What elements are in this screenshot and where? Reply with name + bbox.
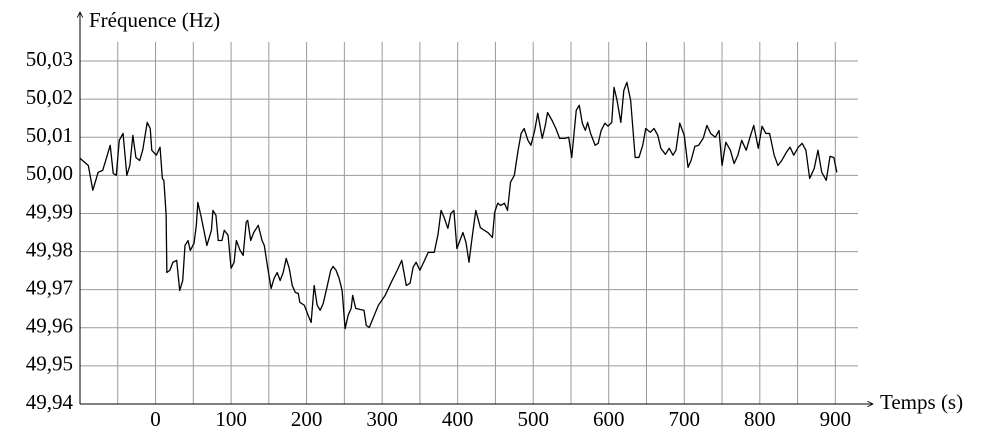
y-tick-label: 50,01 — [26, 123, 73, 147]
y-axis-label: Fréquence (Hz) — [89, 8, 220, 32]
x-tick-label: 100 — [215, 407, 247, 431]
x-tick-label: 400 — [442, 407, 474, 431]
x-tick-label: 300 — [366, 407, 398, 431]
data-line — [79, 81, 838, 330]
x-tick-label: 700 — [669, 407, 701, 431]
y-tick-label: 49,99 — [26, 199, 73, 223]
y-tick-label: 49,95 — [26, 352, 73, 376]
x-axis-label: Temps (s) — [880, 390, 963, 414]
x-tick-label: 500 — [517, 407, 549, 431]
x-tick-label: 200 — [291, 407, 323, 431]
y-tick-label: 49,98 — [26, 237, 73, 261]
y-tick-label: 49,97 — [26, 275, 73, 299]
x-tick-label: 900 — [820, 407, 852, 431]
x-tick-label: 600 — [593, 407, 625, 431]
x-tick-label: 0 — [150, 407, 161, 431]
y-tick-label: 49,96 — [26, 314, 73, 338]
y-tick-label: 50,03 — [26, 47, 73, 71]
x-tick-label: 800 — [744, 407, 776, 431]
y-tick-label: 50,00 — [26, 161, 73, 185]
grid — [80, 42, 858, 405]
y-tick-label: 49,94 — [26, 390, 74, 414]
y-tick-label: 50,02 — [26, 85, 73, 109]
